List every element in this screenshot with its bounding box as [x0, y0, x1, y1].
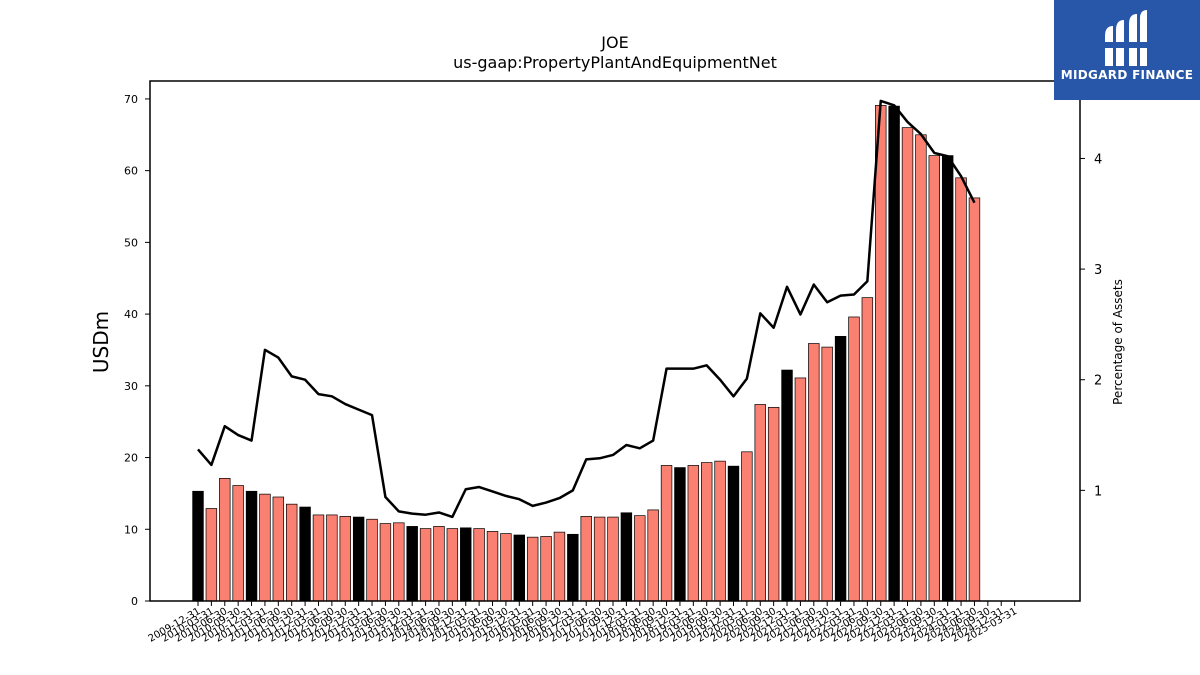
bar-2016-09-30 — [553, 531, 566, 602]
bar-2024-06-30 — [968, 197, 981, 602]
bar-2011-03-31 — [259, 493, 271, 602]
bar-2015-12-31 — [513, 534, 526, 602]
bar-series — [192, 105, 981, 602]
bar-2019-12-31 — [727, 465, 740, 602]
y-tick-label: 40 — [124, 308, 138, 321]
y2-tick-label: 1 — [1094, 484, 1102, 499]
bar-2019-09-30 — [714, 460, 726, 602]
bar-2016-03-31 — [526, 536, 539, 602]
chart-title: JOE — [600, 33, 628, 52]
bar-2017-12-31 — [620, 512, 633, 602]
x-ticks: 2009-12-312010-03-312010-06-302010-09-30… — [147, 601, 1019, 645]
bar-2012-03-31 — [312, 514, 325, 602]
bar-2010-06-30 — [219, 478, 231, 602]
bar-2015-09-30 — [500, 533, 512, 602]
bar-2015-06-30 — [486, 531, 499, 602]
bar-2013-06-30 — [379, 523, 392, 602]
y2-ticks: 1 2 3 4 — [1080, 152, 1102, 499]
bar-2010-12-31 — [245, 490, 258, 602]
bar-2023-06-30 — [915, 134, 927, 602]
y-tick-label: 0 — [131, 595, 138, 608]
bar-2016-06-30 — [540, 536, 552, 602]
bar-2018-09-30 — [660, 465, 673, 602]
bar-2017-09-30 — [607, 516, 619, 602]
y-ticks: 0 10 20 30 40 50 60 70 — [124, 93, 150, 608]
y-tick-label: 70 — [124, 93, 138, 106]
y2-tick-label: 4 — [1094, 152, 1102, 167]
bar-2010-03-31 — [205, 508, 218, 602]
bar-2022-12-31 — [888, 105, 900, 602]
y2-axis-label: Percentage of Assets — [1111, 279, 1125, 405]
bar-2012-09-30 — [339, 516, 351, 602]
y-tick-label: 10 — [124, 523, 138, 536]
y2-tick-label: 2 — [1094, 374, 1102, 389]
y2-tick-label: 3 — [1094, 263, 1102, 278]
bar-2021-09-30 — [821, 346, 833, 602]
y-tick-label: 60 — [124, 165, 138, 178]
bar-2020-06-30 — [754, 404, 766, 602]
bar-2017-06-30 — [593, 516, 606, 602]
y-tick-label: 50 — [124, 236, 138, 249]
bar-2017-03-31 — [580, 516, 592, 602]
bar-2022-03-31 — [848, 316, 860, 602]
bar-2020-12-31 — [781, 369, 793, 602]
plot-frame — [149, 80, 1081, 602]
bar-2013-09-30 — [393, 522, 405, 602]
bar-2011-06-30 — [272, 496, 285, 602]
bar-2021-06-30 — [808, 343, 820, 602]
bar-2014-03-31 — [419, 528, 432, 602]
bar-2020-03-31 — [741, 451, 753, 602]
axes — [149, 80, 1081, 602]
bar-2019-06-30 — [700, 462, 713, 602]
bar-2021-03-31 — [794, 377, 807, 602]
bar-2023-03-31 — [901, 127, 914, 602]
bar-2014-06-30 — [433, 526, 445, 602]
bar-2013-12-31 — [406, 526, 418, 602]
bar-2020-09-30 — [767, 406, 780, 602]
bar-2018-06-30 — [647, 509, 659, 602]
bar-2023-09-30 — [928, 155, 941, 602]
bar-2018-12-31 — [674, 467, 686, 602]
bar-2010-09-30 — [232, 485, 244, 602]
bar-2012-12-31 — [352, 516, 365, 602]
brand-name: MIDGARD FINANCE — [1060, 68, 1194, 82]
bar-2014-12-31 — [460, 527, 472, 602]
line-percentage-of-assets — [197, 99, 976, 519]
bar-2021-12-31 — [834, 335, 847, 602]
bar-2012-06-30 — [326, 514, 338, 602]
bar-2022-06-30 — [861, 297, 874, 602]
bar-2016-12-31 — [567, 533, 579, 602]
midgard-logo-icon — [1103, 10, 1149, 66]
bar-2014-09-30 — [446, 528, 459, 602]
bar-2023-12-31 — [941, 155, 954, 602]
bar-2019-03-31 — [687, 465, 700, 602]
bar-2009-12-31 — [192, 490, 204, 602]
y-tick-label: 30 — [124, 380, 138, 393]
bar-2018-03-31 — [634, 515, 646, 602]
brand-logo: MIDGARD FINANCE — [1054, 0, 1200, 100]
bar-2022-09-30 — [875, 105, 887, 602]
bar-2011-09-30 — [286, 503, 298, 602]
chart-subtitle: us-gaap:PropertyPlantAndEquipmentNet — [453, 53, 777, 72]
bar-2024-03-31 — [955, 177, 967, 602]
y-axis-label: USDm — [89, 311, 113, 373]
bar-2013-03-31 — [366, 518, 378, 602]
line-series — [197, 99, 976, 519]
bar-2011-12-31 — [299, 506, 311, 602]
bar-2015-03-31 — [473, 528, 485, 602]
y-tick-label: 20 — [124, 452, 138, 465]
